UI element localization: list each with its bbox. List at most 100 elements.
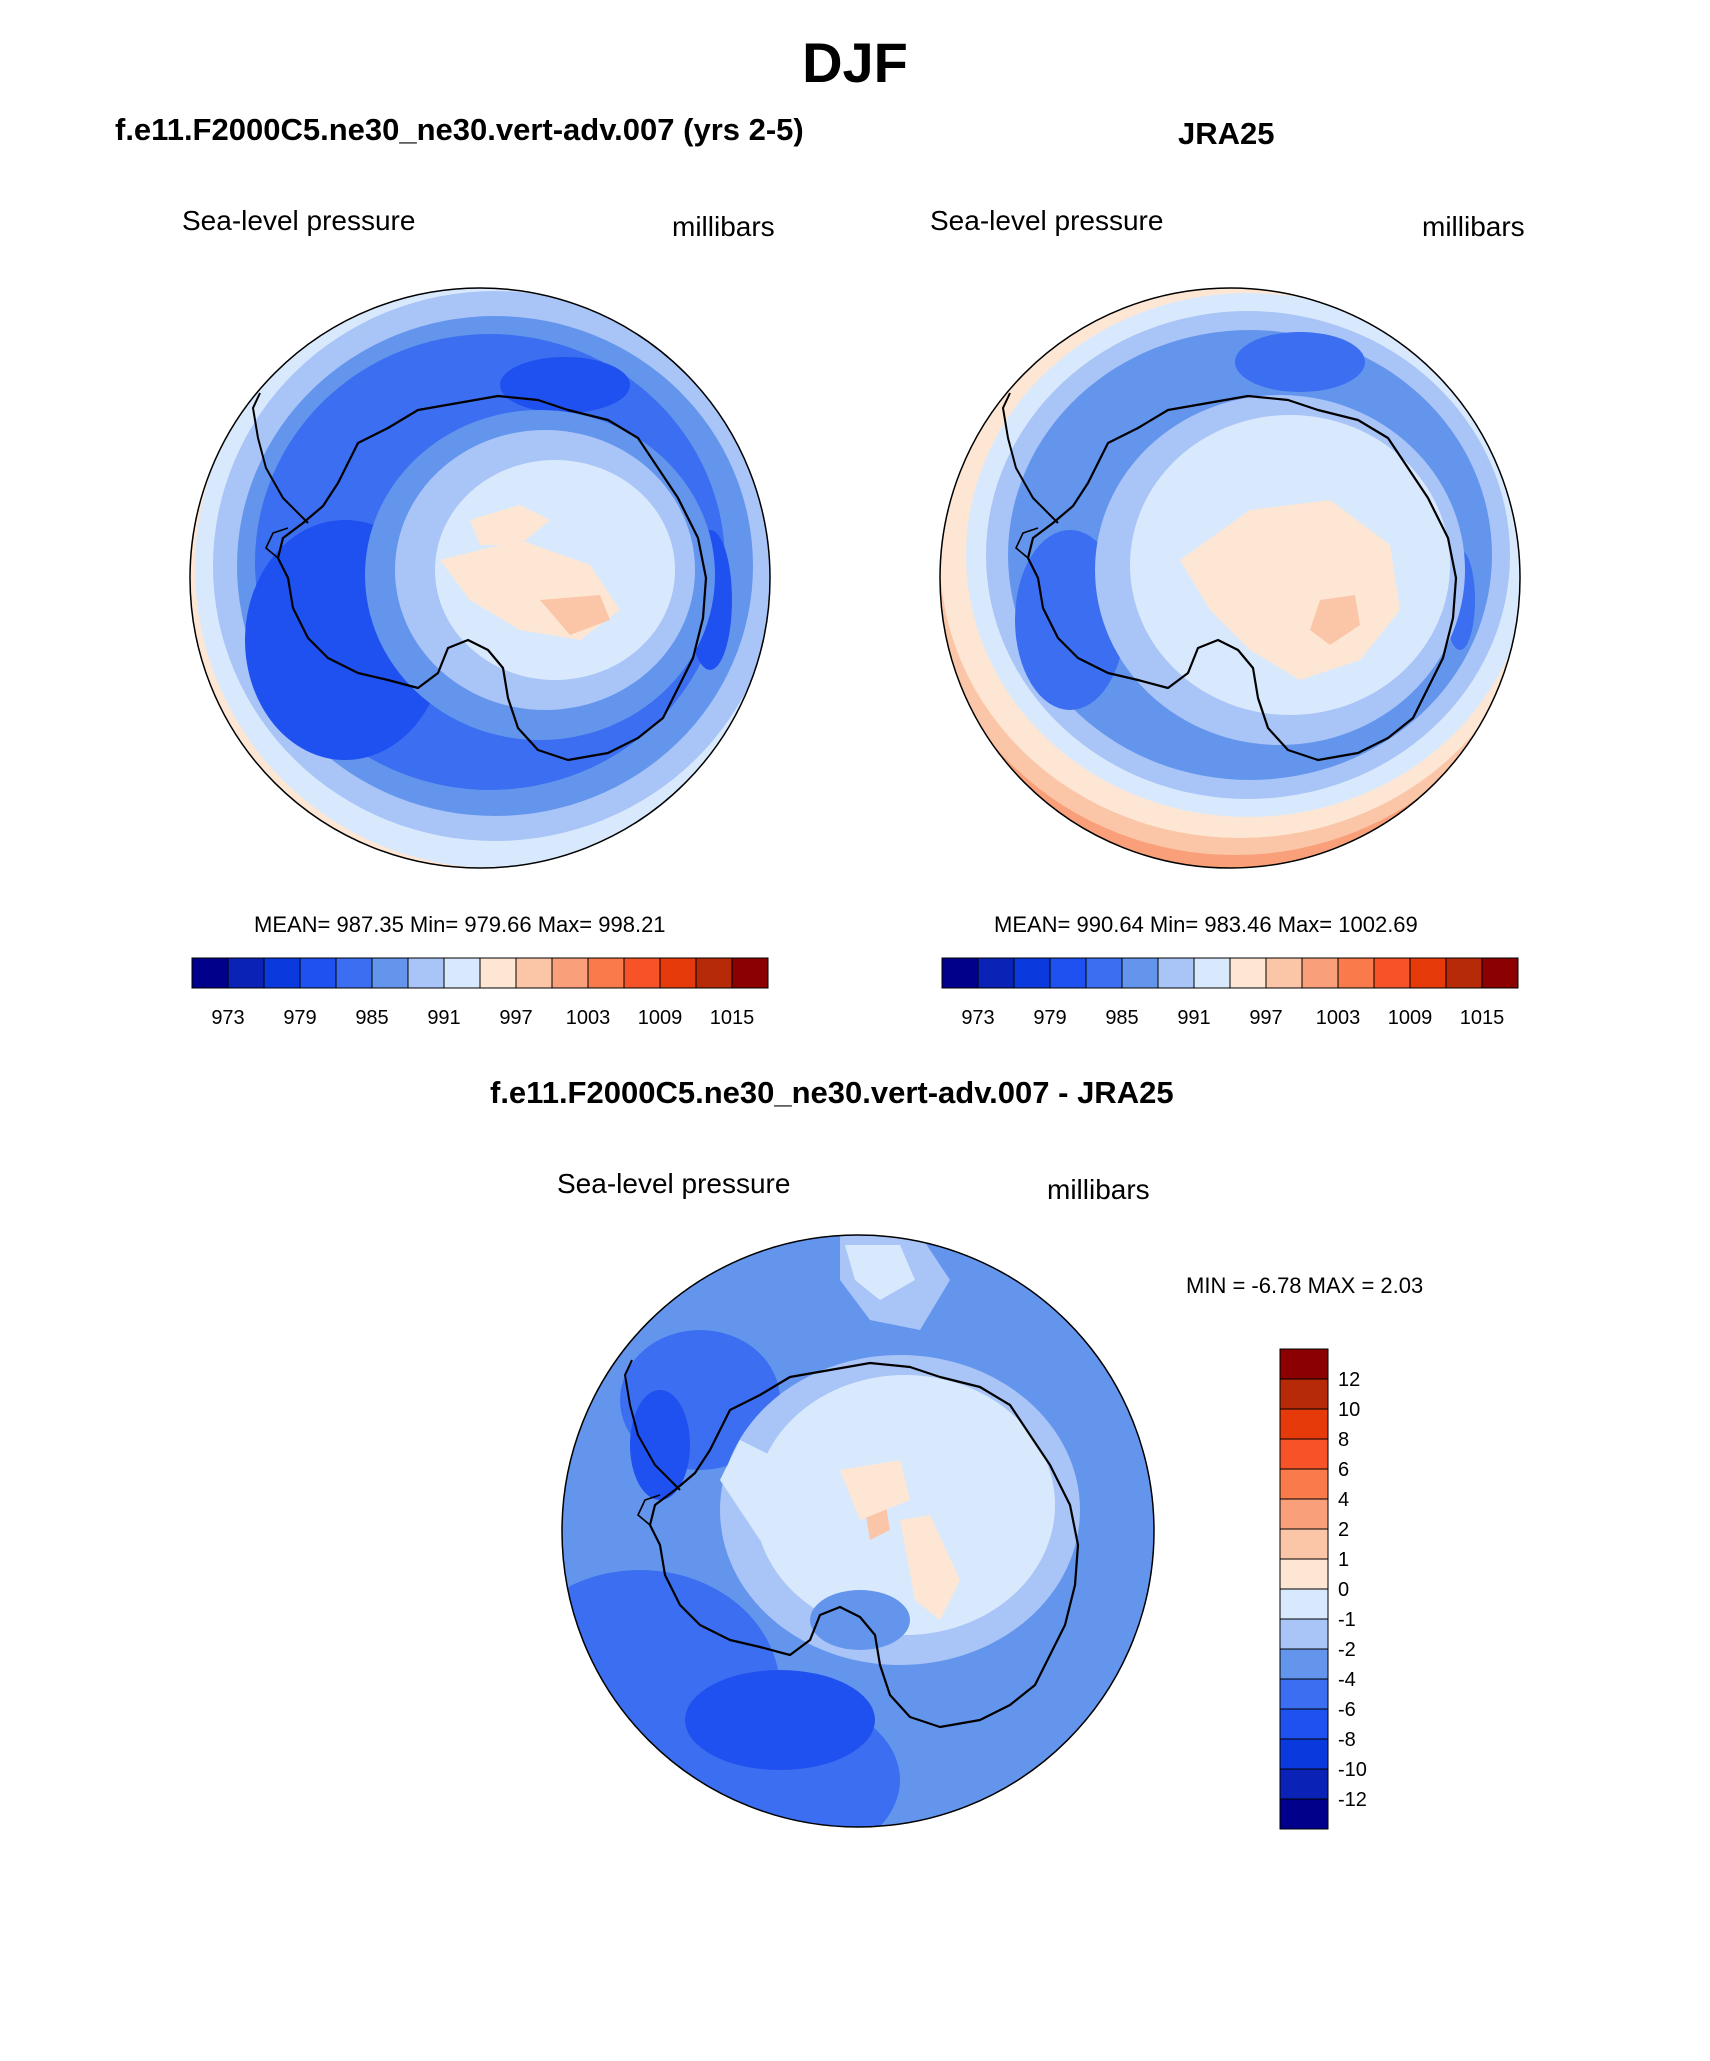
colorbar-tick-label: 1 xyxy=(1338,1549,1349,1571)
colorbar-swatch xyxy=(1229,957,1267,989)
colorbar-swatch xyxy=(515,957,553,989)
panel-2-title: JRA25 xyxy=(1178,116,1275,151)
colorbar-swatch xyxy=(1279,1408,1329,1440)
panel-2-map xyxy=(939,287,1521,869)
colorbar-swatch xyxy=(227,957,265,989)
colorbar-swatch xyxy=(1279,1708,1329,1740)
colorbar-tick-label: -12 xyxy=(1338,1789,1367,1811)
colorbar-tick-label: 1003 xyxy=(566,1007,611,1029)
colorbar-swatch xyxy=(443,957,481,989)
colorbar-swatch xyxy=(1279,1648,1329,1680)
panel-1-title: f.e11.F2000C5.ne30_ne30.vert-adv.007 (yr… xyxy=(115,112,804,147)
panel-3-title: f.e11.F2000C5.ne30_ne30.vert-adv.007 - J… xyxy=(490,1075,1174,1110)
panel-3-units-label: millibars xyxy=(1047,1174,1150,1205)
colorbar-swatch xyxy=(1279,1378,1329,1410)
colorbar-swatch xyxy=(1445,957,1483,989)
panel-3-variable-label: Sea-level pressure xyxy=(557,1168,791,1199)
colorbar-tick-label: 0 xyxy=(1338,1579,1349,1601)
colorbar-swatch xyxy=(371,957,409,989)
colorbar-swatch xyxy=(659,957,697,989)
colorbar-tick-label: -4 xyxy=(1338,1669,1356,1691)
colorbar-swatch xyxy=(1301,957,1339,989)
panel-2-variable-label: Sea-level pressure xyxy=(930,205,1164,236)
panel-3-min-max: MIN = -6.78 MAX = 2.03 xyxy=(1186,1273,1424,1298)
colorbar-tick-label: 985 xyxy=(355,1007,388,1029)
colorbar-tick-label: 979 xyxy=(1033,1007,1066,1029)
colorbar-tick-label: 979 xyxy=(283,1007,316,1029)
panel-1-stats: MEAN= 987.35 Min= 979.66 Max= 998.21 xyxy=(254,912,666,937)
colorbar-swatch xyxy=(941,957,979,989)
colorbar-swatch xyxy=(1193,957,1231,989)
colorbar-swatch xyxy=(1279,1468,1329,1500)
panel-1-variable-label: Sea-level pressure xyxy=(182,205,416,236)
colorbar-swatch xyxy=(263,957,301,989)
colorbar-tick-label: 6 xyxy=(1338,1459,1349,1481)
colorbar-tick-label: 991 xyxy=(427,1007,460,1029)
panel-1-map xyxy=(189,287,771,869)
colorbar-tick-label: 1015 xyxy=(1460,1007,1505,1029)
colorbar-tick-label: 2 xyxy=(1338,1519,1349,1541)
colorbar-tick-label: -10 xyxy=(1338,1759,1367,1781)
colorbar-tick-label: 4 xyxy=(1338,1489,1349,1511)
colorbar-swatch xyxy=(335,957,373,989)
colorbar-swatch xyxy=(1279,1528,1329,1560)
colorbar-tick-label: 973 xyxy=(961,1007,994,1029)
colorbar-swatch xyxy=(587,957,625,989)
colorbar-tick-label: -8 xyxy=(1338,1729,1356,1751)
colorbar-tick-label: 1009 xyxy=(1388,1007,1433,1029)
colorbar-swatch xyxy=(1337,957,1375,989)
colorbar-swatch xyxy=(731,957,769,989)
panel-1-map-border xyxy=(189,287,771,869)
panel-3-map-border xyxy=(561,1234,1155,1828)
panel-2-stats: MEAN= 990.64 Min= 983.46 Max= 1002.69 xyxy=(994,912,1418,937)
colorbar-tick-label: 997 xyxy=(499,1007,532,1029)
colorbar-tick-label: 8 xyxy=(1338,1429,1349,1451)
colorbar-swatch xyxy=(1121,957,1159,989)
colorbar-swatch xyxy=(1279,1588,1329,1620)
colorbar-swatch xyxy=(1373,957,1411,989)
colorbar-tick-label: -6 xyxy=(1338,1699,1356,1721)
panel-3-map xyxy=(561,1234,1155,1828)
colorbar-swatch xyxy=(1279,1618,1329,1650)
panel-2-colorbar: 973 979 985 991 997 1003 1009 1015 xyxy=(941,957,1519,1029)
colorbar-tick-label: 997 xyxy=(1249,1007,1282,1029)
panel-1-units-label: millibars xyxy=(672,211,775,242)
colorbar-swatch xyxy=(191,957,229,989)
colorbar-swatch xyxy=(1279,1798,1329,1830)
colorbar-swatch xyxy=(1279,1738,1329,1770)
colorbar-swatch xyxy=(1279,1498,1329,1530)
figure-title: DJF xyxy=(802,31,908,94)
colorbar-tick-label: 985 xyxy=(1105,1007,1138,1029)
colorbar-tick-label: 12 xyxy=(1338,1369,1360,1391)
colorbar-swatch xyxy=(1049,957,1087,989)
colorbar-swatch xyxy=(479,957,517,989)
colorbar-swatch xyxy=(1157,957,1195,989)
colorbar-tick-label: 973 xyxy=(211,1007,244,1029)
colorbar-tick-label: 1003 xyxy=(1316,1007,1361,1029)
colorbar-swatch xyxy=(1279,1558,1329,1590)
panel-2-units-label: millibars xyxy=(1422,211,1525,242)
panel-2-map-border xyxy=(939,287,1521,869)
colorbar-swatch xyxy=(551,957,589,989)
colorbar-swatch xyxy=(1279,1678,1329,1710)
colorbar-swatch xyxy=(623,957,661,989)
colorbar-tick-label: 1015 xyxy=(710,1007,755,1029)
colorbar-swatch xyxy=(1085,957,1123,989)
colorbar-swatch xyxy=(299,957,337,989)
colorbar-swatch xyxy=(1279,1438,1329,1470)
panel-1-colorbar: 973 979 985 991 997 1003 1009 1015 xyxy=(191,957,769,1029)
colorbar-swatch xyxy=(1279,1348,1329,1380)
colorbar-tick-label: 1009 xyxy=(638,1007,683,1029)
colorbar-tick-label: -1 xyxy=(1338,1609,1356,1631)
colorbar-swatch xyxy=(407,957,445,989)
colorbar-swatch xyxy=(1409,957,1447,989)
colorbar-tick-label: -2 xyxy=(1338,1639,1356,1661)
colorbar-swatch xyxy=(1013,957,1051,989)
colorbar-swatch xyxy=(1265,957,1303,989)
colorbar-swatch xyxy=(1279,1768,1329,1800)
colorbar-swatch xyxy=(977,957,1015,989)
colorbar-tick-label: 991 xyxy=(1177,1007,1210,1029)
colorbar-swatch xyxy=(1481,957,1519,989)
